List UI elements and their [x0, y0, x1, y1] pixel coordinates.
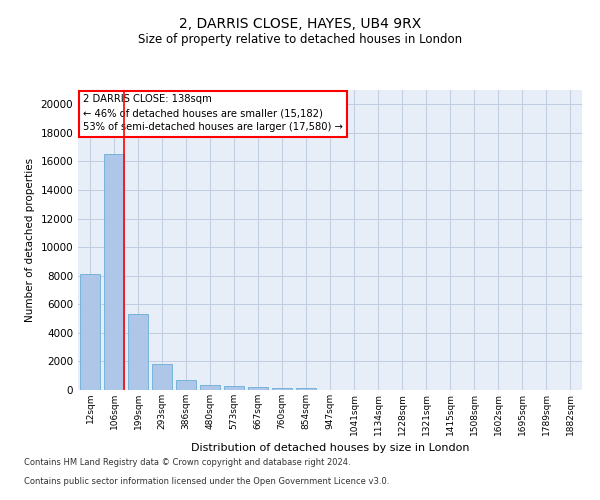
- Text: Size of property relative to detached houses in London: Size of property relative to detached ho…: [138, 32, 462, 46]
- Bar: [296, 388, 316, 390]
- Bar: [80, 274, 100, 390]
- X-axis label: Distribution of detached houses by size in London: Distribution of detached houses by size …: [191, 443, 469, 453]
- Bar: [200, 385, 220, 390]
- Text: 2, DARRIS CLOSE, HAYES, UB4 9RX: 2, DARRIS CLOSE, HAYES, UB4 9RX: [179, 18, 421, 32]
- Bar: [152, 364, 172, 390]
- Text: Contains public sector information licensed under the Open Government Licence v3: Contains public sector information licen…: [24, 476, 389, 486]
- Bar: [248, 387, 268, 390]
- Bar: [272, 388, 292, 390]
- Bar: [176, 380, 196, 390]
- Y-axis label: Number of detached properties: Number of detached properties: [25, 158, 35, 322]
- Bar: [104, 154, 124, 390]
- Bar: [224, 386, 244, 390]
- Text: 2 DARRIS CLOSE: 138sqm
← 46% of detached houses are smaller (15,182)
53% of semi: 2 DARRIS CLOSE: 138sqm ← 46% of detached…: [83, 94, 343, 132]
- Text: Contains HM Land Registry data © Crown copyright and database right 2024.: Contains HM Land Registry data © Crown c…: [24, 458, 350, 467]
- Bar: [128, 314, 148, 390]
